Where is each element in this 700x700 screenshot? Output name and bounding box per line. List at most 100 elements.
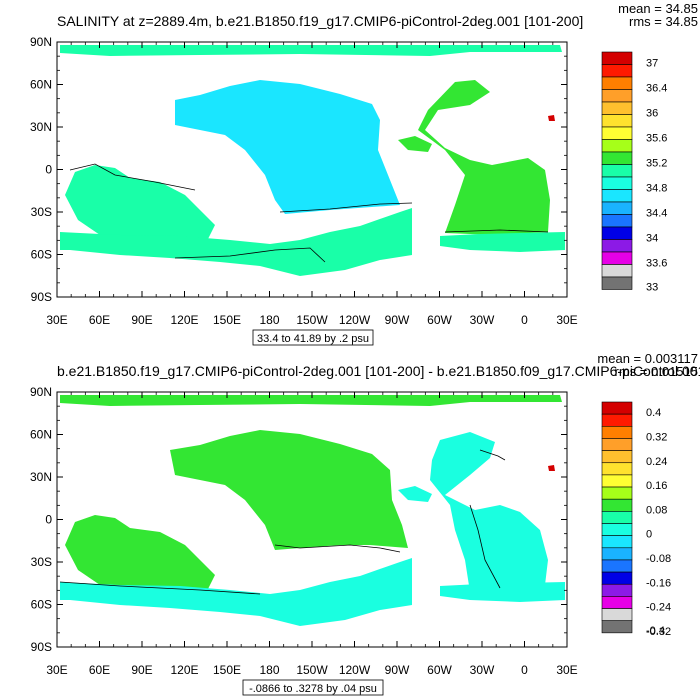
panel-1-region-indian [65, 165, 215, 255]
colorbar-label: 37 [646, 58, 658, 70]
y-tick-label: 30S [31, 555, 52, 569]
panel-2-info-box [242, 679, 384, 696]
panel-2-axis-ticks: 30E 60E 90E 120E 150E 180 150W 120W 90W 60W 30W 0 30… [30, 385, 578, 677]
colorbar-swatch [601, 486, 633, 500]
colorbar-swatch [601, 474, 633, 488]
colorbar-swatch [601, 462, 633, 476]
panel-2: b.e21.B1850.f19_g17.CMIP6-piControl-2deg… [30, 351, 700, 696]
colorbar-swatch [601, 214, 633, 228]
colorbar-swatch [601, 583, 633, 597]
panel-1-info-box [252, 329, 374, 346]
x-tick-label: 180 [259, 663, 279, 677]
x-tick-label: 60W [427, 663, 452, 677]
panel-1-map [57, 42, 567, 297]
colorbar-swatch [601, 176, 633, 190]
x-tick-label: 90E [131, 663, 152, 677]
panel-2-region-arctic [60, 395, 562, 406]
x-tick-label: 30W [470, 313, 495, 327]
panel-1-region-pacific [175, 80, 400, 214]
colorbar-label: 0.16 [646, 480, 667, 492]
colorbar-label: 35.6 [646, 133, 667, 145]
panel-2-region-pacific [170, 430, 408, 550]
colorbar-swatch [601, 101, 633, 115]
colorbar-swatch [601, 51, 633, 65]
colorbar-label: 33.6 [646, 258, 667, 270]
panel-2-title: b.e21.B1850.f19_g17.CMIP6-piControl-2deg… [57, 363, 700, 379]
y-tick-label: 0 [45, 513, 52, 527]
colorbar-swatch [601, 523, 633, 536]
colorbar-label: -0.08 [646, 553, 671, 565]
y-tick-label: 60N [30, 78, 52, 92]
colorbar-swatch [601, 498, 633, 512]
y-tick-label: 60S [31, 248, 52, 262]
colorbar-label: -0.16 [646, 577, 671, 589]
panel-1-mean: mean = 34.85 [618, 1, 698, 16]
colorbar-swatch [601, 547, 633, 561]
colorbar-label: -0.32 [646, 626, 671, 638]
x-tick-label: 120E [170, 313, 198, 327]
colorbar-label: 34.8 [646, 183, 667, 195]
panel-2-mean: mean = 0.003117 [597, 351, 698, 366]
y-tick-label: 60S [31, 598, 52, 612]
panel-1-colorbar: 37 36.4 36 35.6 35.2 34.8 34.4 34 33.6 33 [601, 51, 667, 294]
y-tick-label: 0 [45, 163, 52, 177]
colorbar-swatch [601, 89, 633, 103]
x-tick-label: 180 [259, 313, 279, 327]
colorbar-label: -0.24 [646, 602, 671, 614]
panel-2-region-atlantic-patch [398, 486, 432, 502]
y-tick-label: 90N [30, 385, 52, 399]
panel-1-rms: rms = 34.85 [629, 14, 698, 29]
panel-2-region-mediterranean [548, 465, 555, 471]
y-tick-label: 30S [31, 205, 52, 219]
x-tick-label: 150W [296, 663, 328, 677]
panel-2-region-atlantic [430, 432, 548, 592]
panel-2-rms: rms = 0.01515 [615, 364, 698, 379]
x-tick-label: 30W [470, 663, 495, 677]
x-tick-label: 120W [339, 663, 371, 677]
panel-1-contour-3 [444, 229, 549, 233]
panel-2-map [57, 392, 567, 647]
colorbar-swatch [601, 413, 633, 427]
x-tick-label: 30E [556, 313, 577, 327]
colorbar-swatch [601, 608, 633, 621]
panel-1-region-mediterranean [548, 115, 555, 121]
panel-1-title: SALINITY at z=2889.4m, b.e21.B1850.f19_g… [57, 13, 583, 29]
x-tick-label: 90W [385, 313, 410, 327]
colorbar-label: 0.08 [646, 504, 667, 516]
colorbar-swatch [601, 401, 633, 415]
x-tick-label: 120E [170, 663, 198, 677]
panel-1-contour-2 [279, 202, 413, 213]
panel-1-contour-info: 33.4 to 41.89 by .2 psu [257, 333, 369, 345]
y-tick-label: 30N [30, 470, 52, 484]
colorbar-swatch [601, 189, 633, 203]
panel-1-region-southern [60, 208, 412, 276]
panel-2-region-indian [65, 515, 215, 605]
colorbar-swatch [601, 251, 633, 265]
panel-1-contour-1 [69, 163, 196, 191]
y-tick-label: 60N [30, 428, 52, 442]
panel-2-contour-3 [59, 581, 261, 595]
colorbar-label: 35.2 [646, 158, 667, 170]
x-tick-label: 60W [427, 313, 452, 327]
colorbar-swatch [601, 264, 633, 278]
colorbar-label: -0.4 [646, 625, 665, 637]
colorbar-swatch [601, 535, 633, 549]
x-tick-label: 150E [213, 663, 241, 677]
colorbar-swatch [601, 64, 633, 78]
panel-1-region-southern-east [440, 232, 565, 252]
colorbar-swatch [601, 511, 633, 524]
colorbar-label: 36 [646, 108, 658, 120]
colorbar-swatch [601, 571, 633, 585]
colorbar-label: 36.4 [646, 83, 667, 95]
colorbar-label: 0.32 [646, 431, 667, 443]
x-tick-label: 60E [89, 663, 110, 677]
colorbar-swatch [601, 559, 633, 573]
colorbar-swatch [601, 620, 633, 634]
colorbar-swatch [601, 126, 633, 140]
panel-1-region-arctic [60, 45, 562, 56]
colorbar-label: 34 [646, 233, 658, 245]
colorbar-swatch [601, 425, 633, 439]
x-tick-label: 30E [556, 663, 577, 677]
x-tick-label: 0 [521, 663, 528, 677]
colorbar-swatch [601, 139, 633, 153]
